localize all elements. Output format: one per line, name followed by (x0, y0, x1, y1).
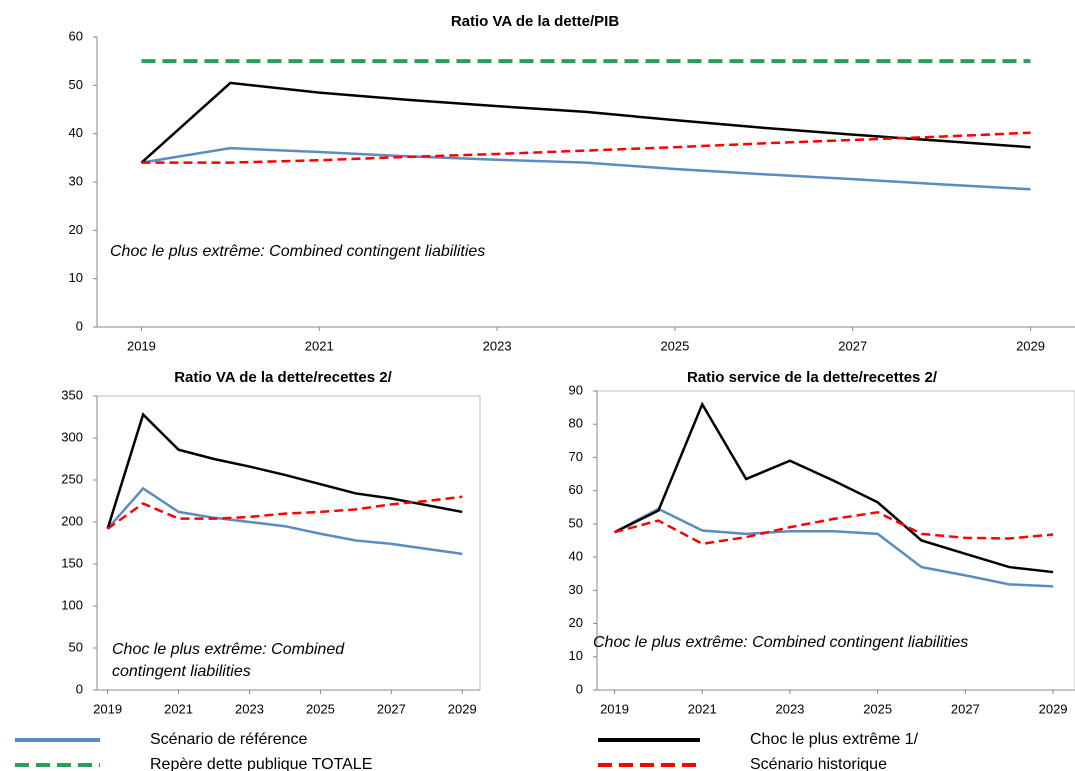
legend-label: Choc le plus extrême 1/ (750, 731, 919, 748)
legend-label: Scénario de référence (150, 731, 308, 748)
y-tick-label: 350 (61, 387, 83, 402)
y-tick-label: 90 (569, 382, 583, 397)
y-tick-label: 30 (569, 582, 583, 597)
y-tick-label: 0 (76, 681, 83, 696)
series-line (613, 507, 1054, 588)
y-tick-label: 60 (569, 482, 583, 497)
x-tick-label: 2029 (448, 701, 477, 716)
x-tick-label: 2027 (838, 338, 867, 353)
y-tick-label: 0 (576, 681, 583, 696)
x-tick-label: 2023 (235, 701, 264, 716)
y-tick-label: 200 (61, 513, 83, 528)
x-tick-label: 2025 (863, 701, 892, 716)
y-tick-label: 70 (569, 449, 583, 464)
y-tick-label: 60 (69, 28, 83, 43)
y-tick-label: 150 (61, 555, 83, 570)
series-line (106, 486, 463, 556)
annotation: Choc le plus extrême: Combined (112, 641, 345, 658)
y-tick-label: 250 (61, 471, 83, 486)
y-tick-label: 50 (69, 639, 83, 654)
annotation: Choc le plus extrême: Combined contingen… (593, 634, 968, 651)
x-tick-label: 2029 (1016, 338, 1045, 353)
x-tick-label: 2021 (305, 338, 334, 353)
y-tick-label: 80 (569, 416, 583, 431)
series-line (106, 412, 463, 530)
y-tick-label: 100 (61, 597, 83, 612)
series-line (140, 81, 1031, 164)
series-line (106, 495, 463, 530)
x-tick-label: 2025 (660, 338, 689, 353)
x-tick-label: 2027 (377, 701, 406, 716)
chart-title: Ratio VA de la dette/PIB (451, 13, 620, 30)
y-tick-label: 300 (61, 429, 83, 444)
y-tick-label: 20 (569, 615, 583, 630)
x-tick-label: 2019 (600, 701, 629, 716)
x-tick-label: 2025 (306, 701, 335, 716)
series-line (141, 146, 1031, 191)
series-line (614, 510, 1054, 546)
chart-title: Ratio VA de la dette/recettes 2/ (174, 369, 392, 386)
x-tick-label: 2027 (951, 701, 980, 716)
annotation: Choc le plus extrême: Combined contingen… (110, 243, 485, 260)
x-tick-label: 2019 (93, 701, 122, 716)
x-tick-label: 2023 (483, 338, 512, 353)
y-tick-label: 10 (569, 648, 583, 663)
chart-title: Ratio service de la dette/recettes 2/ (687, 369, 938, 386)
y-tick-label: 50 (69, 77, 83, 92)
series-line (613, 401, 1054, 574)
x-tick-label: 2023 (775, 701, 804, 716)
y-tick-label: 10 (69, 270, 83, 285)
y-tick-label: 20 (69, 222, 83, 237)
legend-label: Scénario historique (750, 756, 887, 771)
annotation: contingent liabilities (112, 663, 251, 680)
y-tick-label: 40 (69, 125, 83, 140)
x-tick-label: 2019 (127, 338, 156, 353)
x-tick-label: 2029 (1039, 701, 1068, 716)
x-tick-label: 2021 (164, 701, 193, 716)
y-tick-label: 30 (69, 173, 83, 188)
series-line (141, 131, 1031, 164)
legend-label: Repère dette publique TOTALE (150, 756, 372, 771)
y-tick-label: 40 (569, 549, 583, 564)
y-tick-label: 0 (76, 318, 83, 333)
x-tick-label: 2021 (688, 701, 717, 716)
y-tick-label: 50 (569, 515, 583, 530)
